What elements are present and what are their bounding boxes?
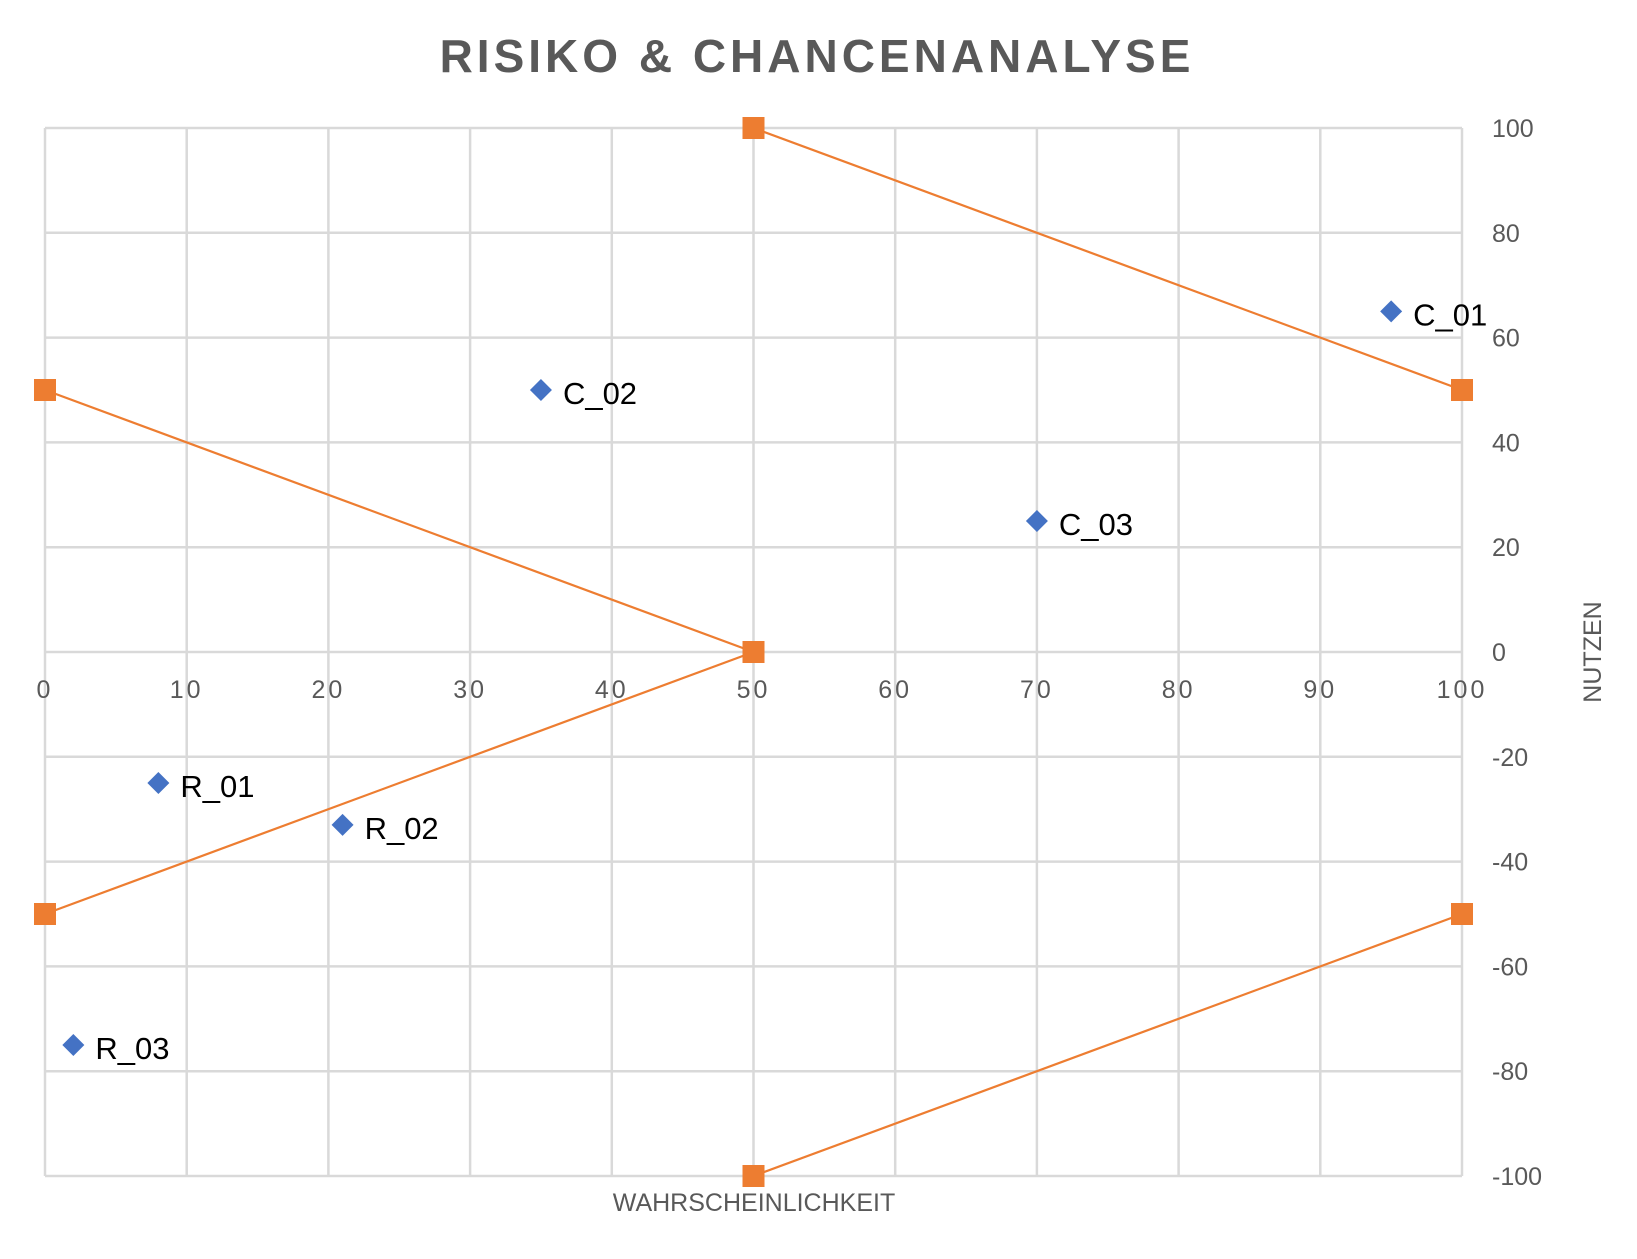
diamond-marker xyxy=(1380,300,1403,323)
diamond-marker xyxy=(331,813,354,836)
diamond-marker xyxy=(1025,510,1048,532)
point-label: C_01 xyxy=(1413,297,1487,332)
square-marker xyxy=(742,641,765,663)
boundary-line-segment xyxy=(44,388,754,654)
square-marker xyxy=(34,903,56,925)
x-tick-label: 80 xyxy=(1162,676,1196,704)
y-tick-label: -40 xyxy=(1492,849,1528,877)
y-tick-label: 100 xyxy=(1492,115,1534,143)
x-tick-label: 70 xyxy=(1020,676,1054,704)
boundary-lines xyxy=(44,126,1463,1178)
y-tick-label: -20 xyxy=(1492,744,1528,772)
square-marker xyxy=(1451,379,1473,401)
square-marker xyxy=(34,379,56,401)
boundary-line-segment xyxy=(753,126,1463,392)
x-tick-label: 100 xyxy=(1437,676,1488,704)
y-tick-label: -100 xyxy=(1492,1163,1542,1191)
boundary-line-segment xyxy=(44,650,754,916)
x-axis-title: WAHRSCHEINLICHKEIT xyxy=(613,1189,895,1217)
square-marker xyxy=(1451,903,1473,925)
tick-labels: 0 10 20 30 40 50 60 70 80 90 100 100 80 60 40 20 0 -20 -40… xyxy=(37,115,1543,1191)
point-label: R_01 xyxy=(180,769,254,804)
point-label: R_02 xyxy=(365,811,439,846)
x-tick-label: 20 xyxy=(311,676,345,704)
y-tick-label: 20 xyxy=(1492,534,1520,562)
boundary-line-segment xyxy=(753,912,1463,1178)
square-marker xyxy=(742,117,765,139)
x-tick-label: 90 xyxy=(1303,676,1337,704)
y-tick-label: 40 xyxy=(1492,429,1520,457)
data-markers: C_01 C_02 C_03 R_01 R_02 R_03 xyxy=(34,117,1487,1187)
y-tick-label: 60 xyxy=(1492,325,1520,353)
diamond-marker xyxy=(529,379,552,401)
y-tick-label: -60 xyxy=(1492,953,1528,981)
y-axis-title: NUTZEN xyxy=(1579,601,1607,702)
x-tick-label: 30 xyxy=(453,676,487,704)
square-marker xyxy=(742,1165,765,1187)
x-tick-label: 0 xyxy=(37,676,54,704)
diamond-marker xyxy=(62,1034,85,1056)
point-label: C_02 xyxy=(563,376,637,411)
x-tick-label: 10 xyxy=(170,676,204,704)
grid-lines xyxy=(43,126,1464,1178)
x-tick-label: 60 xyxy=(878,676,912,704)
y-tick-label: 0 xyxy=(1492,639,1506,667)
y-tick-label: -80 xyxy=(1492,1058,1528,1086)
x-tick-label: 50 xyxy=(737,676,771,704)
y-tick-label: 80 xyxy=(1492,220,1520,248)
point-label: R_03 xyxy=(95,1031,169,1066)
point-label: C_03 xyxy=(1059,507,1133,542)
diamond-marker xyxy=(147,772,170,794)
chart-title: RISIKO & CHANCENANALYSE xyxy=(440,30,1195,82)
x-tick-label: 40 xyxy=(595,676,629,704)
